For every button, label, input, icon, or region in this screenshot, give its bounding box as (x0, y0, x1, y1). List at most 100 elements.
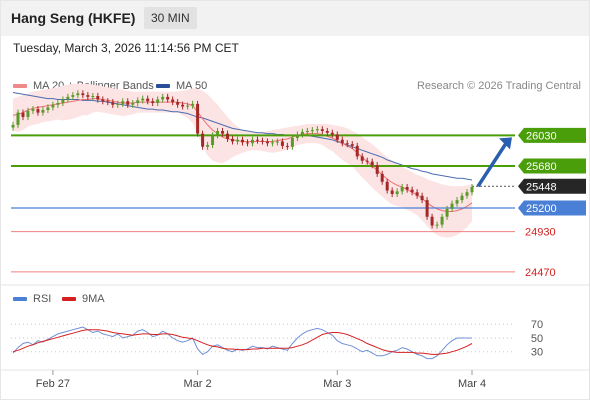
candle-body (450, 203, 454, 209)
legend-rsi-label: RSI (33, 293, 52, 305)
ma50-line (12, 92, 473, 181)
candle-body (435, 224, 439, 226)
copyright: Research © 2026 Trading Central (416, 80, 581, 92)
candle-body (201, 133, 205, 147)
candle-body (285, 145, 289, 147)
candle-body (275, 141, 279, 143)
candle-body (16, 112, 20, 125)
candle-body (231, 138, 235, 142)
legend-ma9-label: 9MA (82, 293, 105, 305)
candle-body (146, 98, 150, 102)
forecast-arrow-head (499, 137, 512, 150)
candle-body (410, 189, 414, 193)
candle-body (325, 131, 329, 133)
ma50-swatch (156, 84, 170, 89)
candle-body (295, 134, 299, 138)
candle-body (56, 103, 60, 105)
candle-body (116, 103, 120, 105)
candle-body (61, 99, 65, 103)
candle-body (226, 133, 230, 139)
candle-body (290, 138, 294, 147)
candle-body (166, 96, 170, 100)
candle-body (176, 102, 180, 105)
level-tag-25448 (518, 178, 586, 194)
candle-body (21, 112, 25, 117)
candle-body (11, 124, 15, 128)
candle-body (101, 99, 105, 102)
candle-body (236, 139, 240, 142)
candle-body (186, 105, 190, 107)
rsi-tick-70: 70 (531, 319, 543, 331)
candle-body (360, 156, 364, 161)
candle-body (171, 99, 175, 103)
candle-body (265, 141, 269, 144)
candle-body (420, 195, 424, 201)
rsi-tick-50: 50 (531, 333, 543, 345)
candle-body (465, 192, 469, 196)
candle-body (151, 101, 155, 103)
candle-body (380, 173, 384, 182)
candle-body (41, 110, 45, 113)
candle-body (51, 104, 55, 108)
candle-body (370, 161, 374, 166)
candle-body (156, 99, 160, 103)
level-label-24930: 24930 (525, 227, 556, 239)
candle-body (400, 187, 404, 192)
level-label-24470: 24470 (525, 267, 556, 279)
level-tag-26030 (518, 127, 586, 143)
level-tag-25200 (518, 200, 586, 216)
legend-rsi: RSI (13, 293, 51, 305)
candle-body (96, 96, 100, 100)
candle-body (106, 101, 110, 103)
candle-body (191, 103, 195, 106)
rsi-swatch (13, 297, 27, 302)
candle-body (260, 140, 264, 142)
candle-body (445, 208, 449, 217)
candle-body (196, 103, 200, 134)
candle-body (255, 139, 259, 141)
level-label-25680: 25680 (526, 161, 557, 173)
candle-body (430, 216, 434, 226)
candle-body (355, 145, 359, 157)
candle-body (440, 216, 444, 225)
candle-body (136, 100, 140, 103)
candle-body (365, 160, 369, 162)
level-label-25448: 25448 (526, 181, 557, 193)
candle-body (46, 107, 50, 110)
level-label-25200: 25200 (526, 203, 557, 215)
candle-body (350, 144, 354, 146)
ma9-swatch (62, 297, 76, 302)
chart-header: Hang Seng (HKFE) 30 MIN (0, 0, 590, 36)
candle-body (76, 93, 80, 96)
legend-ma9: 9MA (62, 293, 105, 305)
x-label-Mar-2: Mar 2 (184, 378, 212, 390)
candle-body (470, 187, 474, 193)
timeframe-badge[interactable]: 30 MIN (144, 7, 197, 29)
candle-body (161, 96, 165, 100)
candle-body (245, 142, 249, 144)
forecast-arrow-shaft (476, 142, 508, 188)
candle-body (405, 187, 409, 190)
candle-body (206, 145, 210, 147)
candle-body (71, 95, 75, 97)
candle-body (131, 103, 135, 105)
candle-body (250, 139, 254, 144)
instrument-title: Hang Seng (HKFE) (11, 10, 136, 26)
candle-body (126, 101, 130, 105)
candle-body (330, 132, 334, 135)
x-label-Mar-4: Mar 4 (458, 378, 486, 390)
candle-body (300, 131, 304, 135)
level-tag-25680 (518, 158, 586, 174)
level-label-26030: 26030 (526, 130, 557, 142)
candle-body (211, 135, 215, 145)
candle-body (390, 190, 394, 194)
candle-body (91, 96, 95, 97)
candle-body (345, 143, 349, 145)
candle-body (305, 131, 309, 132)
legend-ma50: MA 50 (156, 80, 207, 92)
candle-body (221, 131, 225, 134)
candle-body (86, 95, 90, 97)
candle-body (31, 109, 35, 111)
candle-body (455, 200, 459, 204)
